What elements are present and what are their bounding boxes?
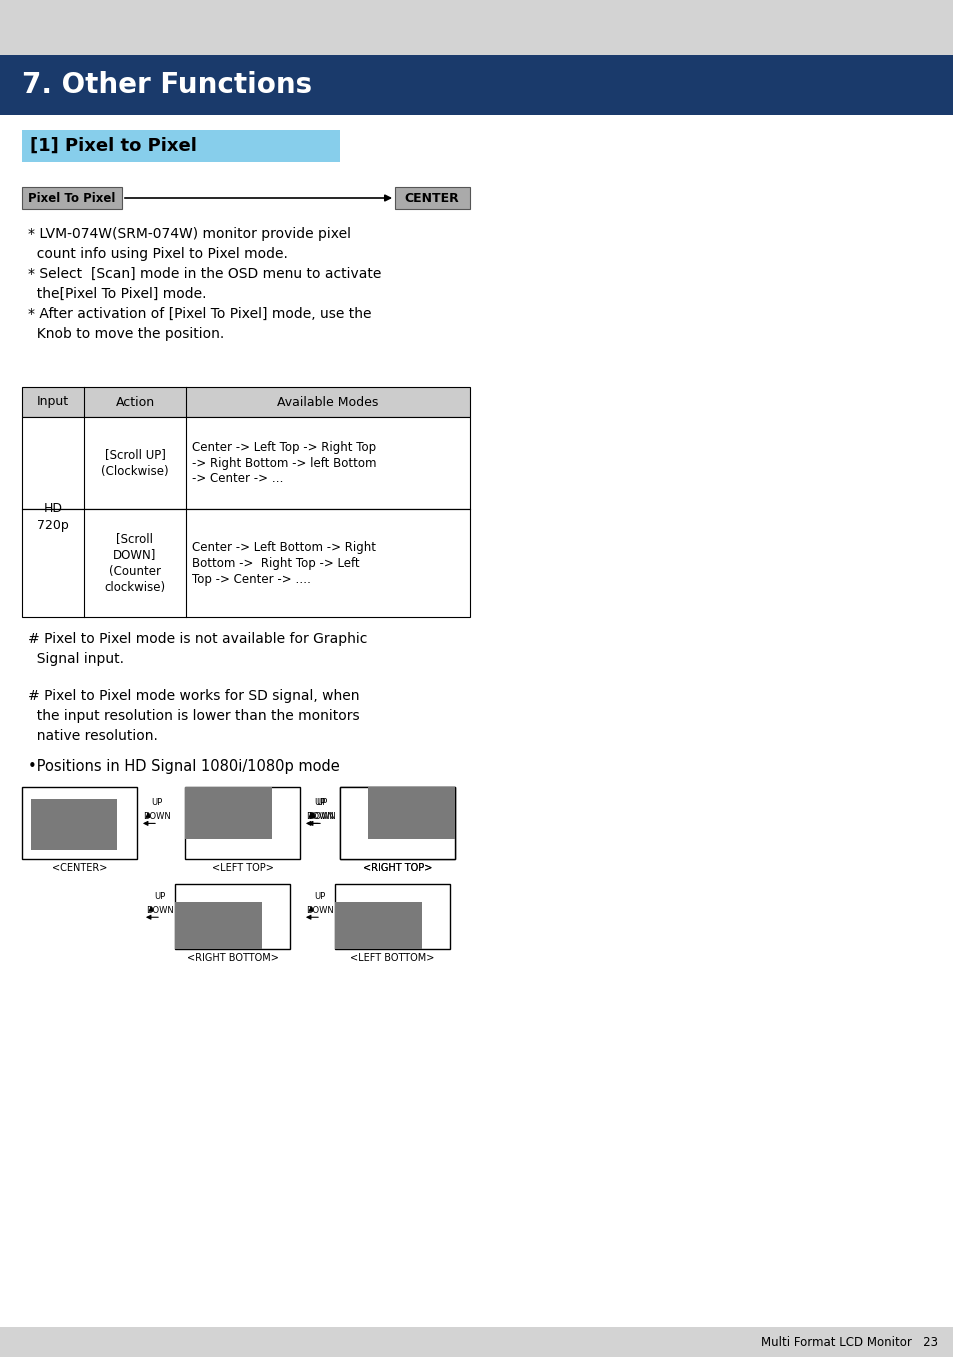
FancyBboxPatch shape	[174, 902, 262, 949]
Text: HD
720p: HD 720p	[37, 502, 69, 532]
Text: [Scroll UP]
(Clockwise): [Scroll UP] (Clockwise)	[101, 449, 169, 478]
Text: UP: UP	[153, 893, 165, 901]
FancyBboxPatch shape	[339, 787, 455, 859]
FancyBboxPatch shape	[0, 0, 953, 56]
FancyBboxPatch shape	[335, 883, 450, 949]
FancyBboxPatch shape	[335, 902, 422, 949]
Text: DOWN: DOWN	[308, 813, 335, 821]
Text: Action: Action	[115, 395, 154, 408]
FancyBboxPatch shape	[185, 787, 273, 839]
Text: 7. Other Functions: 7. Other Functions	[22, 71, 312, 99]
FancyBboxPatch shape	[185, 787, 299, 859]
FancyBboxPatch shape	[174, 883, 290, 949]
FancyBboxPatch shape	[31, 798, 117, 851]
FancyBboxPatch shape	[0, 56, 953, 1327]
Text: UP: UP	[314, 893, 325, 901]
Text: Center -> Left Top -> Right Top
-> Right Bottom -> left Bottom
-> Center -> …: Center -> Left Top -> Right Top -> Right…	[192, 441, 376, 486]
Text: DOWN: DOWN	[306, 906, 334, 915]
Text: <RIGHT TOP>: <RIGHT TOP>	[362, 863, 432, 873]
FancyBboxPatch shape	[367, 787, 455, 839]
FancyBboxPatch shape	[22, 787, 137, 859]
FancyBboxPatch shape	[22, 417, 470, 509]
Text: Input: Input	[37, 395, 69, 408]
Text: <RIGHT TOP>: <RIGHT TOP>	[362, 863, 432, 873]
Text: DOWN: DOWN	[306, 813, 334, 821]
Text: [1] Pixel to Pixel: [1] Pixel to Pixel	[30, 137, 196, 155]
Text: Center -> Left Bottom -> Right
Bottom ->  Right Top -> Left
Top -> Center -> ….: Center -> Left Bottom -> Right Bottom ->…	[192, 540, 375, 585]
FancyBboxPatch shape	[22, 509, 470, 617]
Text: # Pixel to Pixel mode is not available for Graphic
  Signal input.: # Pixel to Pixel mode is not available f…	[28, 632, 367, 666]
Text: UP: UP	[151, 798, 162, 807]
FancyBboxPatch shape	[22, 130, 339, 161]
FancyBboxPatch shape	[339, 787, 455, 859]
Text: DOWN: DOWN	[146, 906, 173, 915]
Text: [Scroll
DOWN]
(Counter
clockwise): [Scroll DOWN] (Counter clockwise)	[104, 532, 166, 593]
FancyBboxPatch shape	[22, 387, 470, 417]
FancyBboxPatch shape	[22, 187, 122, 209]
FancyBboxPatch shape	[0, 1327, 953, 1357]
FancyBboxPatch shape	[367, 787, 455, 839]
Text: UP: UP	[314, 798, 325, 807]
Text: Multi Format LCD Monitor   23: Multi Format LCD Monitor 23	[760, 1335, 937, 1349]
Text: <RIGHT BOTTOM>: <RIGHT BOTTOM>	[187, 953, 278, 963]
FancyBboxPatch shape	[0, 56, 953, 115]
Text: CENTER: CENTER	[404, 191, 459, 205]
Text: <CENTER>: <CENTER>	[51, 863, 107, 873]
Text: # Pixel to Pixel mode works for SD signal, when
  the input resolution is lower : # Pixel to Pixel mode works for SD signa…	[28, 689, 359, 744]
Text: <LEFT TOP>: <LEFT TOP>	[212, 863, 274, 873]
Text: Pixel To Pixel: Pixel To Pixel	[29, 191, 115, 205]
Text: Available Modes: Available Modes	[277, 395, 378, 408]
Text: <LEFT BOTTOM>: <LEFT BOTTOM>	[350, 953, 435, 963]
Text: UP: UP	[315, 798, 327, 807]
Text: •Positions in HD Signal 1080i/1080p mode: •Positions in HD Signal 1080i/1080p mode	[28, 759, 339, 773]
Text: DOWN: DOWN	[143, 813, 171, 821]
Text: * LVM-074W(SRM-074W) monitor provide pixel
  count info using Pixel to Pixel mod: * LVM-074W(SRM-074W) monitor provide pix…	[28, 227, 381, 341]
FancyBboxPatch shape	[395, 187, 470, 209]
